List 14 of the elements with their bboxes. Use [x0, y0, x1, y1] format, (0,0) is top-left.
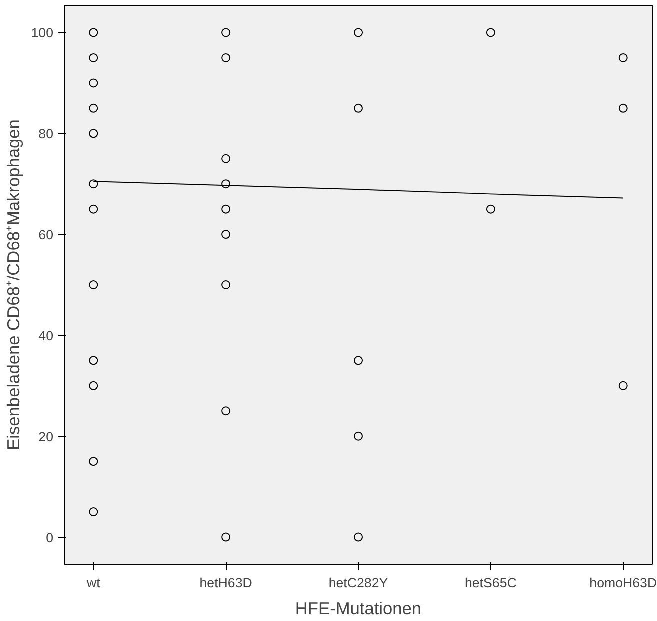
y-tick-label: 100: [31, 26, 54, 41]
y-tick-label: 80: [38, 126, 54, 142]
y-tick-label: 20: [38, 429, 54, 444]
y-tick-label: 40: [38, 328, 54, 344]
x-axis-title: HFE-Mutationen: [295, 598, 422, 618]
x-tick-label: wt: [86, 576, 101, 590]
x-tick-label: hetC282Y: [328, 576, 388, 590]
x-tick-label: homoH63D: [590, 576, 657, 590]
y-tick-label: 0: [46, 530, 54, 546]
x-tick-label: hetS65C: [465, 576, 518, 590]
y-tick-label: 60: [38, 228, 54, 243]
y-axis-title: Eisenbeladene CD68⁺/CD68⁺Makrophagen: [3, 120, 24, 450]
line-series: [93, 181, 624, 199]
x-tick-label: hetH63D: [200, 576, 252, 590]
